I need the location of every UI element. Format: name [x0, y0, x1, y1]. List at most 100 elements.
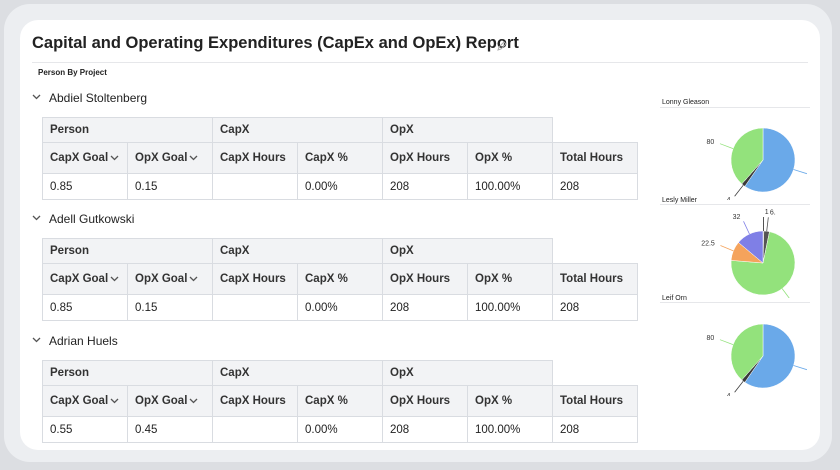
- group-header: OpX: [382, 117, 553, 143]
- chevron-icon[interactable]: [110, 155, 119, 161]
- chevron-icon[interactable]: [189, 276, 198, 282]
- column-header: OpX Hours: [382, 142, 468, 174]
- collapse-toggle[interactable]: [32, 215, 42, 223]
- pie-slice: [730, 127, 764, 185]
- chevron-path: [189, 276, 198, 282]
- slice-label: 80: [707, 139, 715, 146]
- column-header-text: OpX %: [475, 395, 513, 407]
- column-header: OpX %: [467, 385, 553, 417]
- table-cell: 0.85: [42, 173, 128, 200]
- chevron-path: [189, 155, 198, 161]
- table-cell: 208: [382, 416, 468, 443]
- collapse-toggle[interactable]: [32, 94, 42, 102]
- table-cell-text: 0.00%: [305, 180, 338, 193]
- table-cell: [212, 416, 298, 443]
- group-header-text: Person: [50, 124, 89, 136]
- group-header-text: CapX: [220, 245, 250, 257]
- table-cell: 208: [552, 294, 638, 321]
- column-header-text: CapX %: [305, 395, 348, 407]
- column-header[interactable]: CapX Goal: [42, 385, 128, 417]
- column-header-text: CapX Hours: [220, 152, 286, 164]
- pie-slice: [730, 323, 764, 381]
- column-header-text: Total Hours: [560, 395, 624, 407]
- column-header-text: CapX Hours: [220, 273, 286, 285]
- table-cell: 0.15: [127, 294, 213, 321]
- table-cell: 0.55: [42, 416, 128, 443]
- column-header: CapX Hours: [212, 263, 298, 295]
- chevron-icon[interactable]: [32, 215, 41, 221]
- table-cell: 208: [382, 173, 468, 200]
- collapse-toggle[interactable]: [32, 337, 42, 345]
- slice-label: 4: [727, 393, 731, 396]
- pie-title: Lesly Miller: [662, 197, 697, 204]
- group-header-text: OpX: [390, 367, 414, 379]
- chevron-icon[interactable]: [110, 276, 119, 282]
- chevron-icon[interactable]: [110, 398, 119, 404]
- table-cell-text: 208: [560, 180, 580, 193]
- table-cell-text: 0.00%: [305, 423, 338, 436]
- column-header-text: Total Hours: [560, 152, 624, 164]
- table-cell-text: 0.55: [50, 423, 73, 436]
- column-header: OpX Hours: [382, 385, 468, 417]
- chevron-path: [32, 215, 41, 221]
- column-header-text: OpX Goal: [135, 273, 188, 285]
- group-header: Person: [42, 117, 213, 143]
- table-cell-text: 208: [560, 423, 580, 436]
- person-name-text: Adell Gutkowski: [49, 212, 135, 226]
- column-header[interactable]: CapX Goal: [42, 142, 128, 174]
- chevron-icon[interactable]: [189, 155, 198, 161]
- table-cell: 0.00%: [297, 416, 383, 443]
- leader-line: [781, 288, 790, 298]
- column-header: CapX Hours: [212, 385, 298, 417]
- column-header: OpX %: [467, 263, 553, 295]
- column-header-text: CapX Hours: [220, 395, 286, 407]
- column-header: OpX %: [467, 142, 553, 174]
- slice-label: 80: [707, 335, 715, 342]
- pie-chart: 4 80: [707, 127, 808, 200]
- column-header: CapX %: [297, 263, 383, 295]
- leader-line: [766, 217, 769, 232]
- leader-line: [734, 380, 744, 393]
- column-header: OpX Hours: [382, 263, 468, 295]
- chevron-icon[interactable]: [32, 337, 41, 343]
- column-header-text: CapX %: [305, 273, 348, 285]
- table-cell: 100.00%: [467, 294, 553, 321]
- chevron-path: [189, 398, 198, 404]
- column-header-text: CapX Goal: [50, 273, 109, 285]
- table-cell-text: 0.45: [135, 423, 158, 436]
- column-header[interactable]: OpX Goal: [127, 385, 213, 417]
- group-header: OpX: [382, 360, 553, 386]
- group-header-text: CapX: [220, 367, 250, 379]
- column-header-text: OpX Hours: [390, 152, 451, 164]
- column-header[interactable]: OpX Goal: [127, 142, 213, 174]
- chevron-path: [110, 276, 119, 282]
- slice-label: 22.5: [701, 241, 715, 248]
- pie-title: Leif Orn: [662, 295, 687, 302]
- chevron-icon[interactable]: [189, 398, 198, 404]
- column-header-text: CapX Goal: [50, 395, 109, 407]
- table-cell-text: 208: [390, 301, 410, 314]
- column-header-text: OpX Goal: [135, 395, 188, 407]
- table-cell-text: 0.85: [50, 301, 73, 314]
- column-header: Total Hours: [552, 263, 638, 295]
- column-header-text: Total Hours: [560, 273, 624, 285]
- person-name: Adell Gutkowski: [49, 212, 134, 226]
- group-header: Person: [42, 238, 213, 264]
- table-cell-text: 100.00%: [475, 180, 521, 193]
- leader-line: [793, 365, 808, 371]
- chevron-path: [32, 337, 41, 343]
- chevron-icon[interactable]: [32, 94, 41, 100]
- chevron-path: [110, 398, 119, 404]
- column-header: Total Hours: [552, 385, 638, 417]
- divider: [32, 62, 808, 63]
- column-header[interactable]: OpX Goal: [127, 263, 213, 295]
- slice-label: 6.: [770, 209, 776, 216]
- column-header[interactable]: CapX Goal: [42, 263, 128, 295]
- column-header-text: OpX Goal: [135, 152, 188, 164]
- edit-icon[interactable]: [496, 40, 508, 52]
- table-cell: 208: [382, 294, 468, 321]
- group-header: CapX: [212, 117, 383, 143]
- table-cell-text: 0.85: [50, 180, 73, 193]
- slice-label: 32: [733, 214, 741, 221]
- table-cell-text: 0.00%: [305, 301, 338, 314]
